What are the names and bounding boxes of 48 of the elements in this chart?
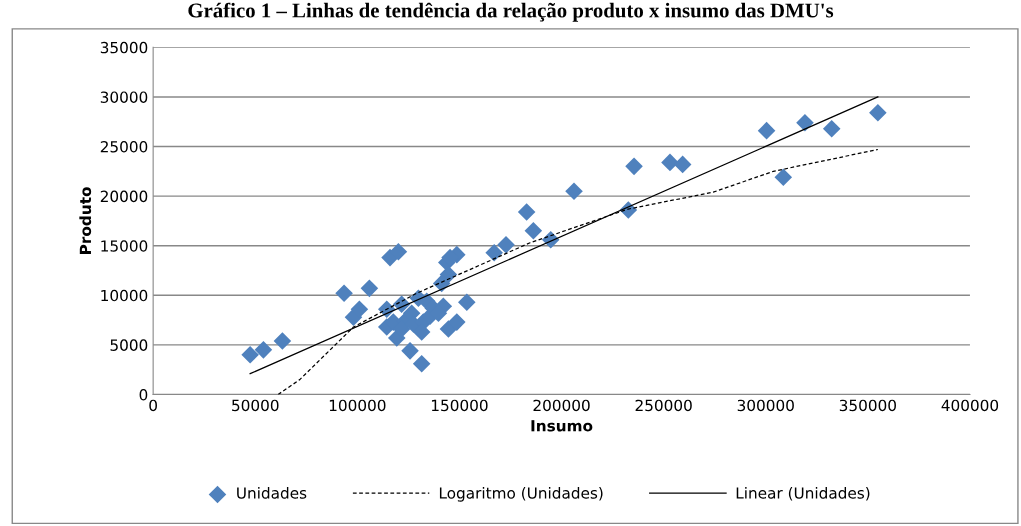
- legend-label: Linear (Unidades): [736, 486, 870, 501]
- point: [822, 119, 841, 138]
- point: [673, 155, 692, 174]
- y-tick-label: 20000: [100, 190, 148, 203]
- point: [796, 113, 814, 132]
- point: [254, 341, 273, 359]
- x-tick-label: 150000: [431, 399, 488, 412]
- x-tick-label: 200000: [533, 399, 590, 412]
- point: [869, 104, 887, 122]
- point: [389, 242, 408, 261]
- point: [524, 222, 543, 240]
- y-tick-label: 25000: [100, 140, 148, 153]
- point: [241, 346, 259, 364]
- x-tick-label: 50000: [232, 399, 279, 412]
- point: [458, 293, 476, 312]
- point: [661, 153, 679, 172]
- x-tick-label: 250000: [635, 399, 692, 412]
- legend-label: Logaritmo (Unidades): [439, 486, 603, 502]
- y-tick-label: 35000: [100, 41, 148, 54]
- y-tick-label: 5000: [110, 339, 148, 351]
- point: [774, 168, 793, 187]
- point: [625, 157, 643, 176]
- chart-title: Gráfico 1 – Linhas de tendência da relação produto x insumo das DMU's: [188, 2, 834, 22]
- x-tick-label: 300000: [737, 399, 794, 412]
- point: [360, 279, 379, 298]
- y-tick-label: 0: [139, 388, 148, 401]
- y-axis-title: Produto: [79, 187, 92, 254]
- point: [448, 313, 466, 331]
- point: [335, 284, 353, 303]
- y-tick-label: 10000: [101, 289, 148, 302]
- x-tick-label: 100000: [329, 399, 386, 412]
- x-tick-label: 0: [149, 399, 157, 412]
- point: [517, 203, 536, 221]
- point: [497, 235, 515, 254]
- y-tick-label: 15000: [101, 240, 148, 252]
- x-tick-label: 400000: [941, 399, 999, 412]
- point: [439, 320, 458, 338]
- point: [412, 354, 431, 373]
- point: [401, 342, 419, 360]
- x-tick-label: 350000: [839, 399, 896, 412]
- y-tick-label: 30000: [100, 91, 148, 103]
- point: [273, 332, 292, 350]
- point: [565, 182, 583, 200]
- legend-label: Unidades: [237, 486, 307, 499]
- point: [757, 121, 776, 140]
- point: [350, 300, 369, 318]
- point: [485, 243, 503, 262]
- x-axis-title: Insumo: [531, 420, 593, 432]
